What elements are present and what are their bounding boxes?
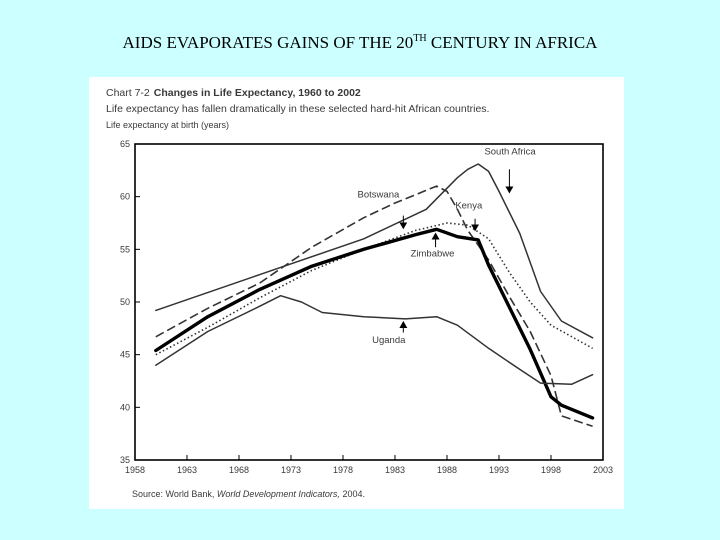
slide-title-superscript: TH: [413, 33, 427, 44]
figure-label: Chart 7-2: [106, 87, 150, 99]
y-tick-label: 60: [120, 192, 130, 202]
series-line-south-africa: [155, 163, 594, 339]
annotation-botswana: Botswana: [358, 190, 400, 201]
chart-heading: Chart 7-2 Changes in Life Expectancy, 196…: [106, 87, 361, 99]
annotation-south-africa: South Africa: [484, 147, 536, 158]
axis-ticks: 35 40 45 50 55 60 65 1958 1963 1968 1973 1978 1983 19…: [120, 139, 613, 475]
x-tick-label: 1973: [281, 465, 301, 475]
life-expectancy-chart: Chart 7-2 Changes in Life Expectancy, 196…: [106, 87, 613, 499]
y-tick-label: 40: [120, 402, 130, 412]
y-tick-label: 45: [120, 350, 130, 360]
x-tick-label: 1978: [333, 465, 353, 475]
chart-title: Changes in Life Expectancy, 1960 to 2002: [154, 87, 361, 99]
y-tick-label: 65: [120, 139, 130, 149]
x-tick-label: 1968: [229, 465, 249, 475]
chart-figure: Chart 7-2 Changes in Life Expectancy, 196…: [89, 77, 624, 509]
annotation-zimbabwe: Zimbabwe: [411, 249, 455, 260]
slide-title-main: AIDS EVAPORATES GAINS OF THE 20: [122, 33, 414, 52]
source-year: 2004.: [340, 489, 365, 499]
x-tick-label: 1998: [541, 465, 561, 475]
series-line-zimbabwe: [154, 227, 595, 420]
source-prefix: Source: World Bank,: [132, 489, 217, 499]
y-tick-label: 50: [120, 297, 130, 307]
x-tick-label: 1993: [489, 465, 509, 475]
series-annotations: South Africa Botswana Kenya Zimbabwe Uganda: [358, 147, 537, 347]
series-line-botswana: [155, 185, 593, 428]
x-tick-label: 2003: [593, 465, 613, 475]
slide-title: AIDS EVAPORATES GAINS OF THE 20TH CENTUR…: [0, 33, 720, 53]
slide-title-rest: CENTURY IN AFRICA: [426, 33, 598, 52]
y-tick-label: 55: [120, 244, 130, 254]
series-line-uganda: [155, 294, 594, 385]
annotation-uganda: Uganda: [372, 335, 406, 346]
x-tick-label: 1958: [125, 465, 145, 475]
annotation-kenya: Kenya: [455, 200, 483, 211]
x-tick-label: 1988: [437, 465, 457, 475]
y-tick-label: 35: [120, 455, 130, 465]
source-publication: World Development Indicators,: [217, 489, 340, 499]
series-line-kenya: [155, 222, 593, 356]
chart-source: Source: World Bank, World Development In…: [132, 489, 365, 499]
series-lines: [154, 163, 595, 428]
x-tick-label: 1983: [385, 465, 405, 475]
chart-subtitle: Life expectancy has fallen dramatically …: [106, 103, 489, 115]
y-axis-label: Life expectancy at birth (years): [106, 120, 229, 130]
x-tick-label: 1963: [177, 465, 197, 475]
